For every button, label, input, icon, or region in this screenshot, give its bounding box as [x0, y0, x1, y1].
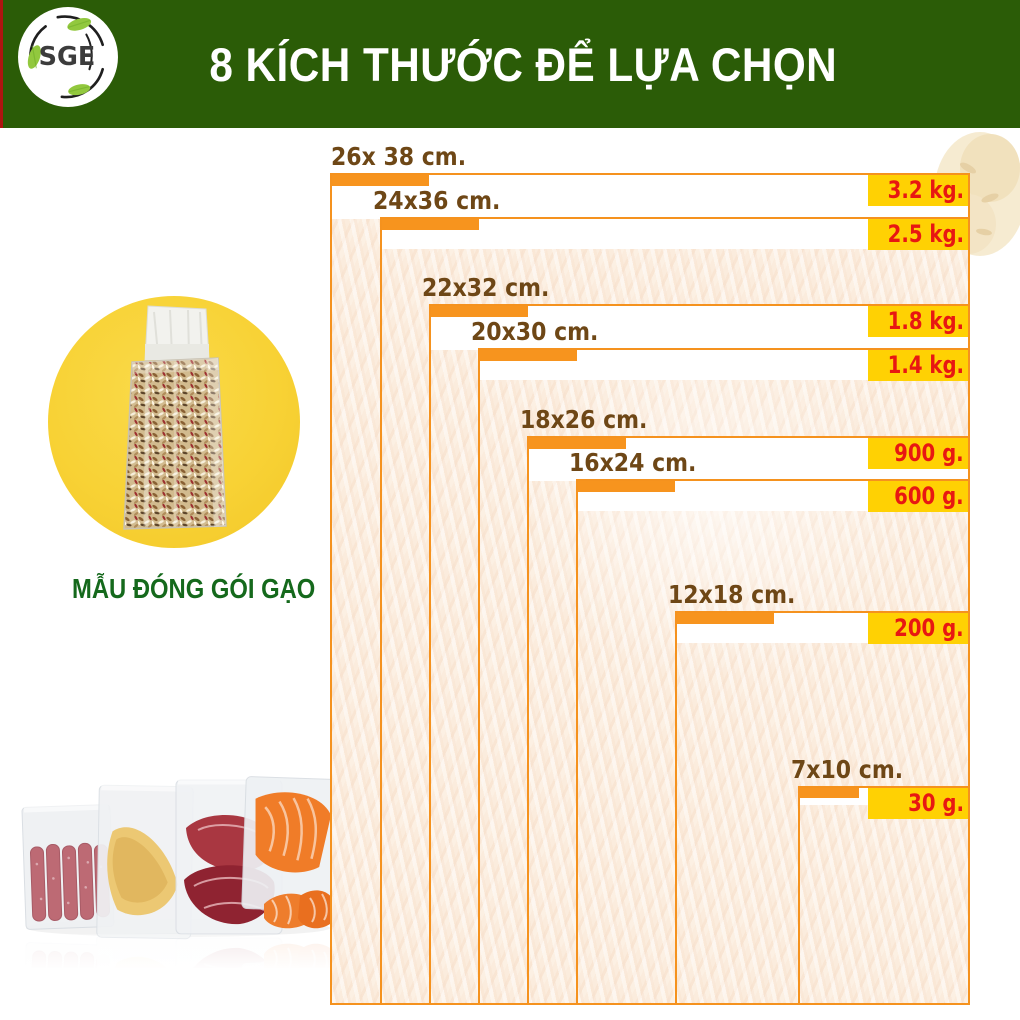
bag-rect-7x10: 30 g. — [797, 786, 970, 1005]
bag-flap-tab — [529, 437, 627, 449]
bag-flap-tab — [480, 350, 577, 361]
bag-weight-badge: 1.4 kg. — [868, 350, 968, 381]
logo-text: SGE — [39, 42, 96, 72]
rice-sample-caption: MẪU ĐÓNG GÓI GẠO — [72, 573, 316, 604]
bag-weight-badge: 1.8 kg. — [867, 306, 968, 338]
reflection-fade — [18, 934, 334, 968]
bag-weight-text: 1.4 kg. — [887, 351, 964, 379]
bag-size-label: 18x26 cm. — [520, 404, 648, 434]
bag-weight-badge: 200 g. — [867, 612, 968, 644]
rice-bag-photo — [123, 305, 227, 530]
bag-weight-badge: 900 g. — [867, 437, 968, 469]
bag-flap-tab — [430, 306, 528, 318]
bag-size-label: 22x32 cm. — [421, 273, 550, 303]
bag-flap-tab — [381, 218, 479, 230]
bag-highlight — [143, 363, 151, 527]
bag-weight-text: 600 g. — [894, 482, 964, 511]
bag-weight-text: 3.2 kg. — [887, 175, 964, 204]
bag-crinkles — [153, 309, 203, 357]
logo-leaf-vein — [31, 19, 91, 93]
bag-weight-text: 200 g. — [894, 613, 964, 642]
salmon-pieces-photo — [264, 890, 334, 929]
bag-weight-badge: 30 g. — [867, 788, 968, 819]
bag-sheen — [132, 358, 219, 374]
sge-logo: SGE — [18, 7, 118, 107]
logo-circle — [18, 7, 118, 107]
bag-weight-text: 30 g. — [908, 789, 964, 817]
bag-rect-24x36: 2.5 kg. — [379, 216, 970, 1005]
bag-size-label: 16x24 cm. — [569, 448, 697, 478]
bag-weight-badge: 600 g. — [867, 481, 968, 513]
sausage-bag-photo — [21, 803, 115, 930]
bag-weight-text: 2.5 kg. — [887, 219, 964, 248]
bag-body — [123, 357, 227, 530]
bag-size-label: 24x36 cm. — [372, 185, 501, 215]
salmon-bag-photo — [241, 776, 334, 912]
bag-size-label: 26x 38 cm. — [331, 141, 467, 171]
food-collage-photo — [18, 776, 334, 968]
page-title: 8 KÍCH THƯỚC ĐỂ LỰA CHỌN — [209, 37, 838, 91]
bag-size-label: 12x18 cm. — [667, 579, 796, 609]
bag-mouth-band — [332, 174, 968, 219]
bag-size-label: 20x30 cm. — [471, 317, 599, 346]
header-bar: 8 KÍCH THƯỚC ĐỂ LỰA CHỌN — [0, 0, 1020, 128]
bag-weight-text: 1.8 kg. — [887, 307, 964, 336]
bag-flap-tab — [676, 612, 774, 624]
bag-gusset — [206, 358, 226, 527]
left-red-stripe — [0, 0, 3, 128]
bag-neck — [145, 344, 209, 360]
bag-weight-text: 900 g. — [894, 438, 964, 467]
bag-weight-badge: 2.5 kg. — [867, 218, 968, 250]
bag-flap-tab — [799, 788, 859, 798]
bag-flap-tab — [578, 481, 676, 493]
bag-weight-badge: 3.2 kg. — [867, 174, 968, 206]
bag-flap-tab — [332, 174, 430, 186]
chicken-bag-photo — [96, 784, 194, 940]
bag-size-label: 7x10 cm. — [790, 755, 903, 784]
logo-arc — [85, 33, 93, 71]
